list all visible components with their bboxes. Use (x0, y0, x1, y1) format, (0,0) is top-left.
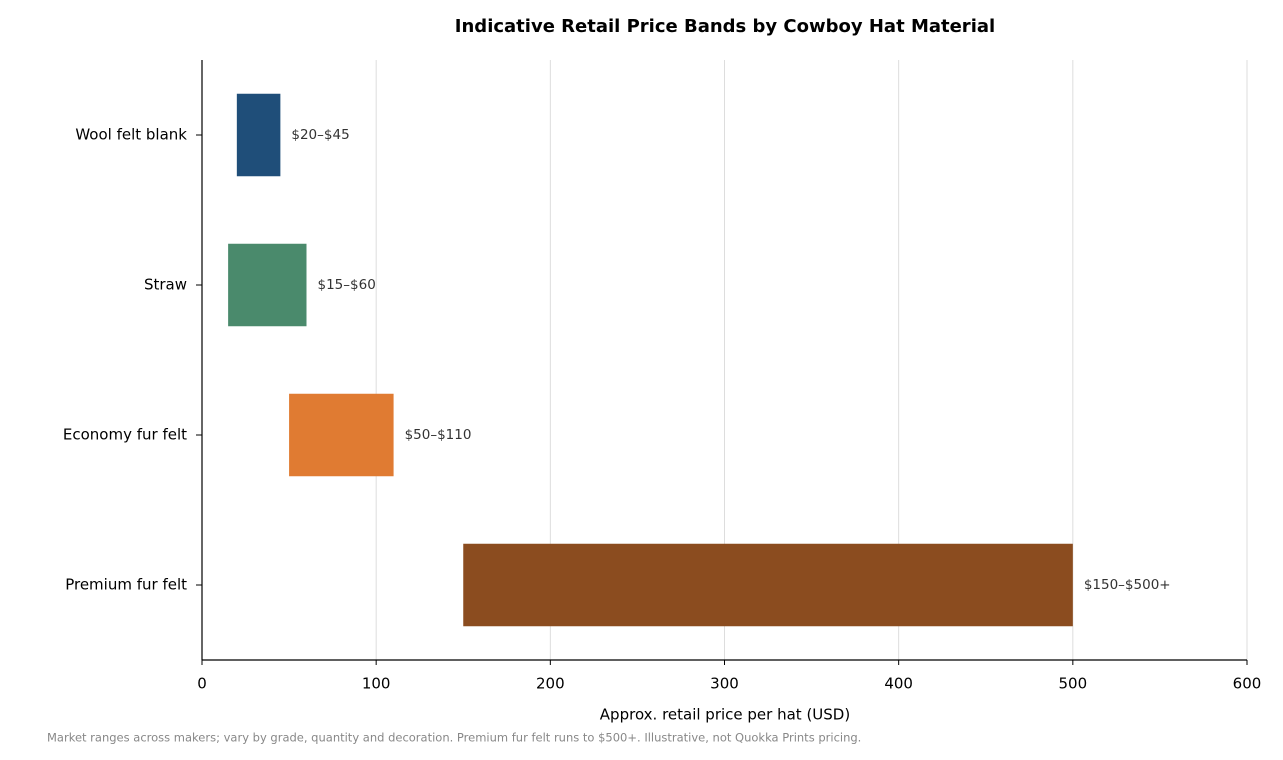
bar (236, 93, 281, 177)
y-tick-label: Wool felt blank (75, 126, 187, 144)
bar (228, 243, 307, 327)
bar (463, 543, 1073, 627)
x-tick-label: 400 (884, 675, 913, 693)
y-tick-label: Premium fur felt (65, 576, 187, 594)
x-tick-label: 0 (197, 675, 207, 693)
value-label: $150–$500+ (1084, 577, 1171, 593)
x-tick-label: 500 (1059, 675, 1088, 693)
bar (289, 393, 394, 477)
x-tick-label: 100 (362, 675, 391, 693)
value-label: $50–$110 (405, 427, 472, 443)
footnote: Market ranges across makers; vary by gra… (47, 731, 861, 745)
value-label: $20–$45 (291, 127, 349, 143)
y-tick-label: Economy fur felt (63, 426, 187, 444)
x-tick-label: 200 (536, 675, 565, 693)
value-label: $15–$60 (318, 277, 376, 293)
x-tick-label: 600 (1233, 675, 1262, 693)
y-tick-label: Straw (144, 276, 187, 294)
x-axis-label: Approx. retail price per hat (USD) (600, 706, 850, 724)
chart-title: Indicative Retail Price Bands by Cowboy … (455, 16, 995, 37)
x-tick-label: 300 (710, 675, 739, 693)
